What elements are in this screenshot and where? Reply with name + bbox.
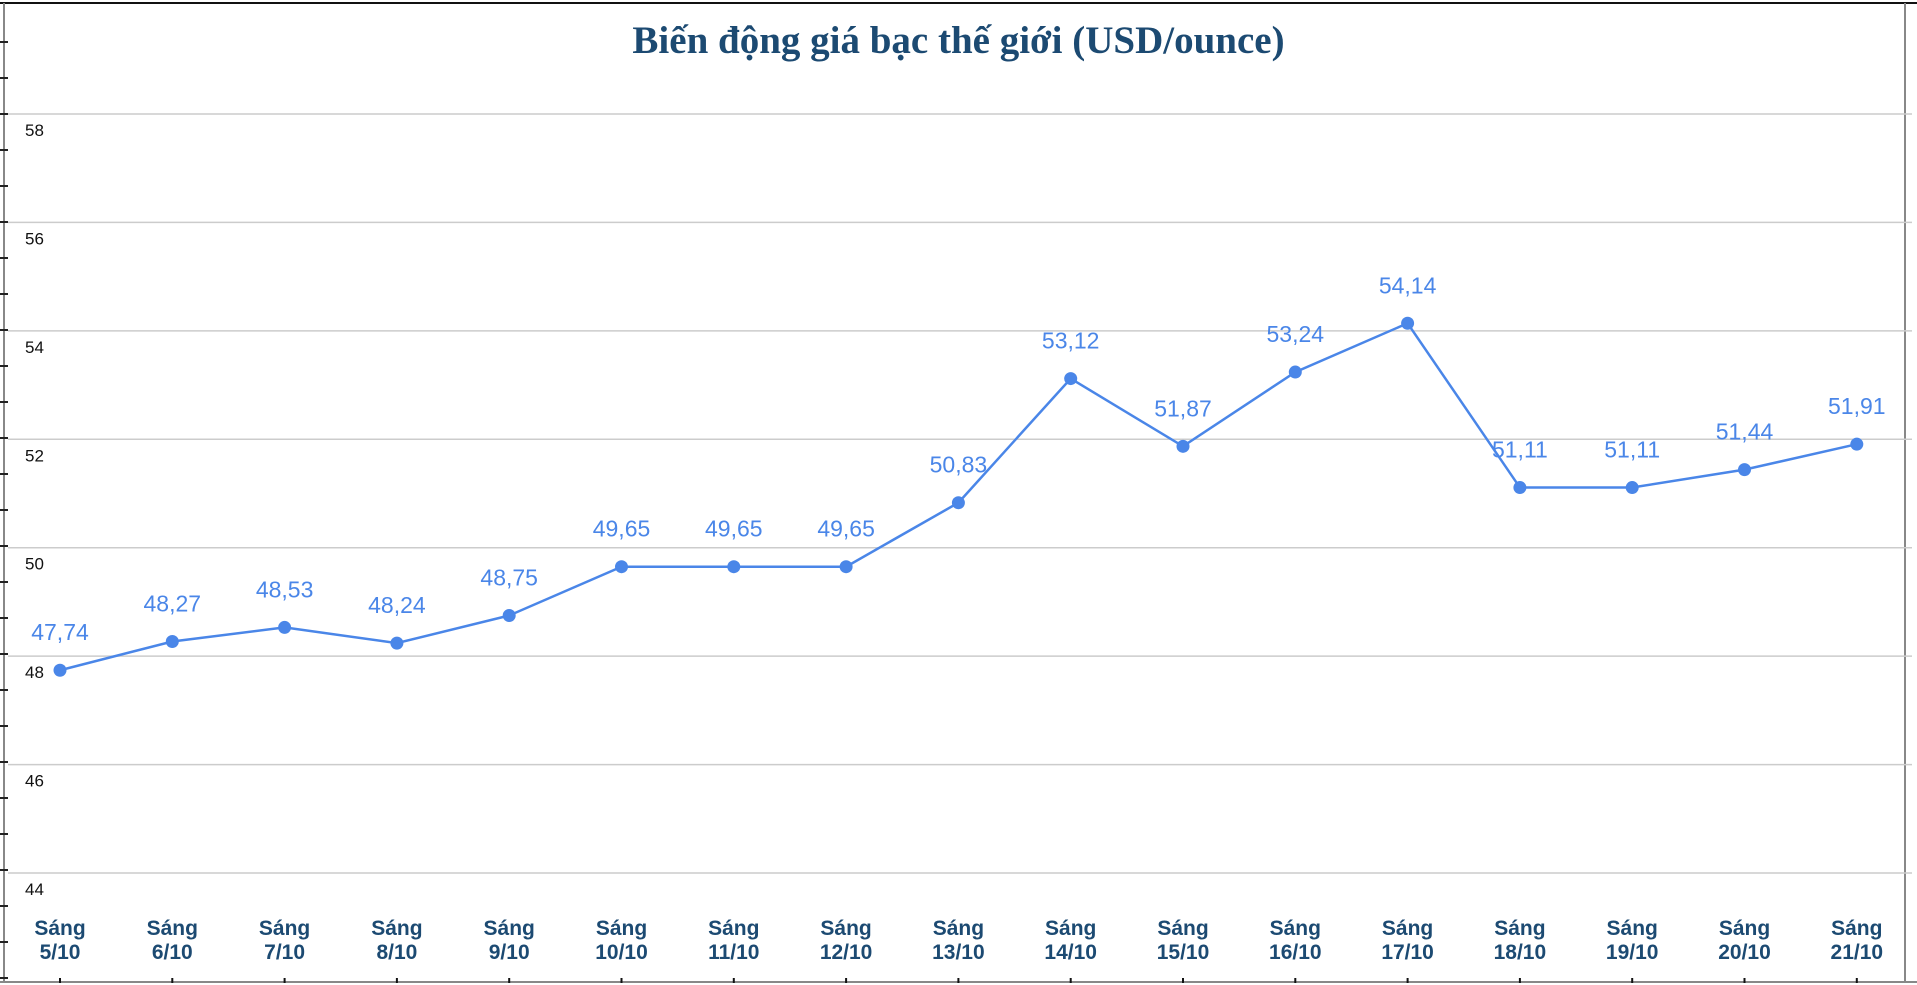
x-tick-label-line2: 13/10 bbox=[932, 941, 985, 964]
x-tick-label-line1: Sáng bbox=[371, 917, 422, 940]
x-tick-label-line1: Sáng bbox=[1382, 917, 1433, 940]
y-tick-label: 56 bbox=[25, 229, 44, 248]
data-label: 53,12 bbox=[1042, 328, 1100, 354]
data-label: 48,53 bbox=[256, 576, 314, 602]
data-point bbox=[1850, 437, 1864, 451]
data-point bbox=[1401, 316, 1415, 330]
y-tick-label: 52 bbox=[25, 446, 44, 465]
data-label: 50,83 bbox=[930, 452, 988, 478]
x-tick-label-line2: 17/10 bbox=[1381, 941, 1434, 964]
data-label: 49,65 bbox=[593, 516, 651, 542]
x-tick-label-line2: 19/10 bbox=[1606, 941, 1659, 964]
x-tick-label-line2: 7/10 bbox=[264, 941, 305, 964]
chart-title: Biến động giá bạc thế giới (USD/ounce) bbox=[632, 19, 1285, 62]
data-label: 51,91 bbox=[1828, 393, 1886, 419]
y-tick-label: 50 bbox=[25, 555, 44, 574]
data-point bbox=[390, 636, 404, 650]
x-tick-label-line1: Sáng bbox=[484, 917, 535, 940]
data-point bbox=[615, 560, 628, 574]
x-tick-label-line1: Sáng bbox=[933, 917, 984, 940]
x-tick-label-line1: Sáng bbox=[34, 917, 85, 940]
x-tick-label-line2: 16/10 bbox=[1269, 941, 1322, 964]
data-point bbox=[1625, 481, 1639, 495]
x-tick-label-line1: Sáng bbox=[1045, 917, 1096, 940]
y-tick-label: 46 bbox=[25, 772, 44, 791]
x-tick-label-line2: 14/10 bbox=[1044, 941, 1097, 964]
x-tick-label-line2: 20/10 bbox=[1718, 941, 1771, 964]
y-tick-label: 58 bbox=[25, 121, 44, 140]
x-tick-label-line1: Sáng bbox=[708, 917, 759, 940]
data-label: 51,11 bbox=[1492, 437, 1548, 463]
data-point bbox=[502, 608, 516, 622]
data-point bbox=[53, 663, 67, 677]
x-tick-label-line2: 11/10 bbox=[708, 941, 759, 964]
data-point bbox=[1064, 372, 1078, 386]
x-tick-label-line1: Sáng bbox=[820, 917, 871, 940]
data-point bbox=[278, 620, 292, 634]
x-tick-label-line1: Sáng bbox=[1270, 917, 1321, 940]
x-tick-label-line2: 21/10 bbox=[1831, 941, 1884, 964]
data-label: 48,75 bbox=[480, 564, 538, 590]
x-tick-label-line1: Sáng bbox=[1494, 917, 1545, 940]
data-point bbox=[1738, 463, 1751, 477]
x-tick-label-line2: 9/10 bbox=[489, 941, 530, 964]
x-tick-label-line2: 18/10 bbox=[1494, 941, 1547, 964]
data-label: 51,11 bbox=[1604, 437, 1660, 463]
x-tick-label-line1: Sáng bbox=[1607, 917, 1658, 940]
data-label: 49,65 bbox=[705, 516, 763, 542]
x-tick-label-line2: 5/10 bbox=[40, 941, 81, 964]
x-tick-label-line2: 8/10 bbox=[376, 941, 417, 964]
x-tick-label-line1: Sáng bbox=[259, 917, 310, 940]
x-tick-label-line1: Sáng bbox=[1719, 917, 1770, 940]
x-tick-label-line2: 10/10 bbox=[595, 941, 648, 964]
x-tick-label-line1: Sáng bbox=[1831, 917, 1882, 940]
data-point bbox=[1176, 439, 1190, 453]
x-tick-label-line2: 12/10 bbox=[820, 941, 873, 964]
data-label: 47,74 bbox=[31, 619, 89, 645]
data-point bbox=[1513, 481, 1527, 495]
data-label: 48,24 bbox=[368, 592, 426, 618]
x-tick-label-line1: Sáng bbox=[147, 917, 198, 940]
x-tick-label-line1: Sáng bbox=[596, 917, 647, 940]
x-tick-label-line1: Sáng bbox=[1157, 917, 1208, 940]
data-point bbox=[165, 635, 179, 649]
data-label: 49,65 bbox=[817, 516, 875, 542]
data-label: 48,27 bbox=[144, 591, 202, 617]
x-tick-label-line2: 6/10 bbox=[152, 941, 193, 964]
data-point bbox=[951, 496, 965, 510]
x-tick-label-line2: 15/10 bbox=[1157, 941, 1210, 964]
data-point bbox=[1288, 365, 1302, 379]
data-label: 53,24 bbox=[1267, 321, 1325, 347]
y-tick-label: 54 bbox=[25, 338, 44, 357]
data-label: 51,87 bbox=[1154, 395, 1212, 421]
data-point bbox=[727, 560, 741, 574]
data-label: 51,44 bbox=[1716, 419, 1774, 445]
data-point bbox=[839, 560, 853, 574]
data-label: 54,14 bbox=[1379, 272, 1437, 298]
y-tick-label: 48 bbox=[25, 663, 44, 682]
y-tick-label: 44 bbox=[25, 880, 44, 899]
